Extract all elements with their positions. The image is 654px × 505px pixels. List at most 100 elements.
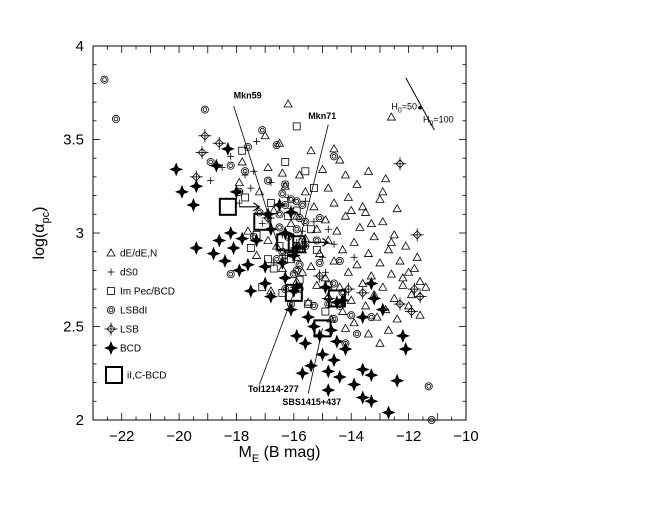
data-point — [281, 180, 290, 189]
data-point — [310, 184, 318, 193]
y-tick-label: 2 — [76, 412, 84, 429]
annotation-label: Mkn59 — [234, 90, 262, 100]
data-point — [364, 276, 379, 291]
annotation-line — [233, 105, 278, 241]
data-point — [234, 177, 245, 186]
data-point — [317, 164, 328, 173]
data-point — [306, 145, 316, 155]
data-point — [340, 211, 351, 220]
data-point — [258, 259, 273, 274]
data-point — [401, 241, 411, 250]
x-tick-label: −20 — [166, 428, 191, 445]
y-axis-label: log(αpc) — [31, 207, 52, 260]
data-point — [186, 197, 201, 212]
data-point — [295, 214, 304, 223]
data-point — [292, 122, 301, 131]
data-point — [283, 205, 298, 220]
data-point — [254, 187, 265, 196]
data-point — [324, 225, 332, 233]
data-point — [289, 280, 304, 295]
data-point — [332, 226, 342, 235]
data-point — [247, 184, 255, 192]
data-point — [232, 263, 247, 278]
data-point — [289, 240, 304, 255]
data-point — [355, 362, 370, 377]
legend-label: Im Pec/BCD — [120, 287, 175, 298]
data-point — [360, 207, 371, 216]
data-point — [319, 253, 327, 261]
data-point — [315, 347, 330, 362]
legend-marker — [107, 268, 115, 276]
data-point — [375, 194, 385, 203]
data-point — [292, 197, 301, 206]
data-point — [312, 245, 321, 254]
data-point — [356, 286, 370, 300]
data-point — [393, 297, 407, 311]
data-point — [283, 99, 293, 108]
data-point — [269, 264, 278, 273]
x-tick-label: −22 — [109, 428, 134, 445]
data-point — [246, 244, 255, 252]
data-point — [383, 325, 394, 334]
data-point — [352, 179, 362, 188]
data-point — [398, 273, 408, 282]
data-point — [272, 141, 281, 150]
data-point — [206, 246, 221, 261]
data-point — [329, 295, 344, 310]
data-point — [218, 197, 237, 216]
data-point — [403, 301, 414, 310]
x-tick-label: −14 — [339, 428, 364, 445]
data-point — [312, 236, 321, 245]
data-point — [258, 220, 266, 228]
data-point — [312, 224, 322, 233]
series-star — [169, 141, 413, 420]
legend-item: dS0 — [107, 268, 138, 279]
data-point — [263, 162, 273, 171]
data-point — [300, 187, 311, 196]
data-point — [335, 155, 345, 164]
data-point — [209, 158, 224, 173]
legend-item: LSB — [104, 322, 139, 336]
data-point — [392, 314, 402, 323]
x-axis-label: ME (B mag) — [238, 444, 320, 465]
data-point — [363, 329, 374, 338]
data-point — [390, 373, 405, 388]
data-point — [352, 329, 361, 338]
legend-marker — [104, 322, 118, 336]
data-point — [304, 358, 319, 373]
data-point — [278, 270, 293, 285]
data-point — [264, 255, 272, 264]
y-tick-label: 2.5 — [63, 319, 84, 336]
data-point — [329, 144, 339, 153]
data-point — [330, 152, 339, 161]
data-point — [386, 112, 397, 121]
data-point — [358, 278, 368, 287]
data-point — [263, 235, 273, 244]
data-point — [189, 179, 204, 194]
data-point — [369, 231, 379, 241]
data-point — [243, 226, 253, 235]
data-point — [386, 237, 397, 246]
legend-item: iI,C-BCD — [105, 366, 166, 384]
data-point — [404, 305, 418, 319]
h0-line — [405, 77, 435, 131]
data-point — [392, 203, 402, 213]
data-point — [258, 126, 267, 135]
data-point — [412, 252, 422, 261]
data-point — [286, 283, 301, 298]
data-point — [406, 289, 417, 299]
h0-label: H0=100 — [423, 115, 454, 128]
data-point — [327, 353, 342, 368]
series-square — [238, 122, 333, 316]
data-point — [301, 167, 310, 176]
legend-marker — [104, 341, 118, 355]
data-point — [337, 245, 348, 254]
data-point — [237, 157, 247, 166]
data-point — [263, 289, 278, 304]
data-point — [363, 248, 374, 257]
data-point — [304, 300, 313, 308]
data-point — [323, 235, 333, 244]
data-point — [275, 223, 284, 232]
data-point — [393, 157, 407, 171]
